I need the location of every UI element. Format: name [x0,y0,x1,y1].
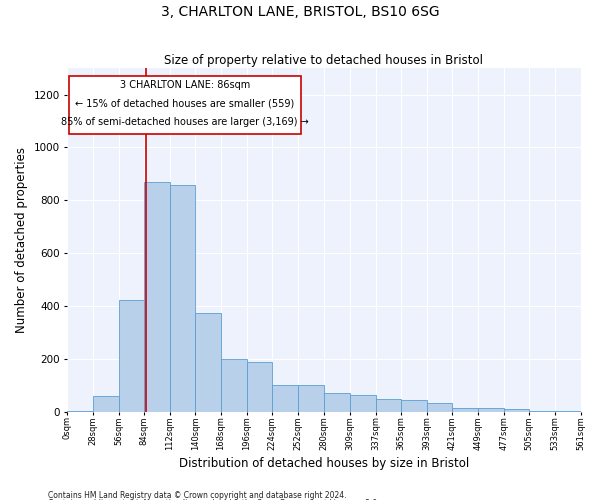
Bar [350,394,376,412]
Bar [93,396,119,412]
Bar [67,410,93,412]
Bar [427,402,452,412]
Text: Contains public sector information licensed under the Open Government Licence v3: Contains public sector information licen… [48,499,380,500]
Y-axis label: Number of detached properties: Number of detached properties [15,147,28,333]
Bar [196,312,221,412]
Title: Size of property relative to detached houses in Bristol: Size of property relative to detached ho… [164,54,484,67]
Bar [323,394,350,412]
Text: ← 15% of detached houses are smaller (559): ← 15% of detached houses are smaller (55… [76,99,295,109]
Bar [144,182,170,412]
Bar [298,386,323,412]
Bar [376,398,401,412]
Bar [170,184,196,412]
Text: 85% of semi-detached houses are larger (3,169) →: 85% of semi-detached houses are larger (… [61,118,309,128]
Text: 3, CHARLTON LANE, BRISTOL, BS10 6SG: 3, CHARLTON LANE, BRISTOL, BS10 6SG [161,5,439,19]
Bar [401,400,427,412]
Bar [119,300,144,412]
FancyBboxPatch shape [69,76,301,134]
Text: Contains HM Land Registry data © Crown copyright and database right 2024.: Contains HM Land Registry data © Crown c… [48,490,347,500]
Bar [503,409,529,412]
Bar [272,386,298,412]
Bar [478,408,503,412]
Bar [452,408,478,412]
Bar [247,362,272,412]
Bar [221,359,247,412]
Text: 3 CHARLTON LANE: 86sqm: 3 CHARLTON LANE: 86sqm [120,80,250,90]
X-axis label: Distribution of detached houses by size in Bristol: Distribution of detached houses by size … [179,457,469,470]
